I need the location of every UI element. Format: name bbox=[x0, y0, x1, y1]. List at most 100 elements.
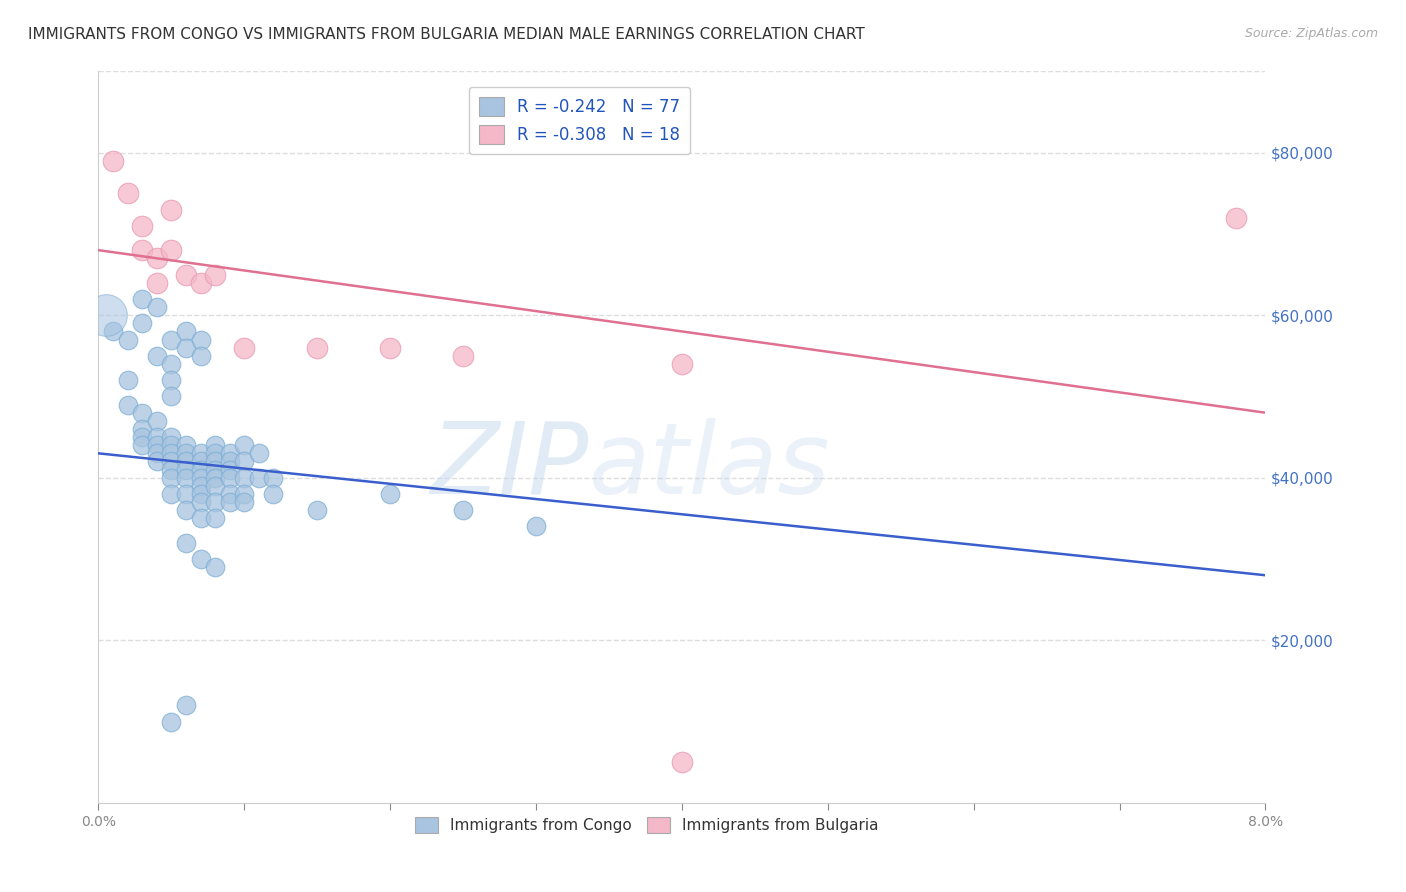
Point bbox=[190, 333, 212, 347]
Point bbox=[204, 454, 226, 468]
Point bbox=[131, 406, 153, 420]
Point bbox=[117, 333, 139, 347]
Point bbox=[262, 471, 284, 485]
Point bbox=[204, 446, 226, 460]
Text: Source: ZipAtlas.com: Source: ZipAtlas.com bbox=[1244, 27, 1378, 40]
Point bbox=[94, 308, 117, 322]
Point bbox=[233, 471, 256, 485]
Point bbox=[190, 511, 212, 525]
Point bbox=[204, 471, 226, 485]
Point bbox=[101, 325, 124, 339]
Point bbox=[174, 487, 197, 501]
Point bbox=[146, 276, 169, 290]
Point bbox=[174, 535, 197, 549]
Point bbox=[160, 357, 183, 371]
Point bbox=[218, 495, 240, 509]
Point bbox=[146, 414, 169, 428]
Point bbox=[204, 479, 226, 493]
Point bbox=[174, 446, 197, 460]
Point bbox=[204, 438, 226, 452]
Point bbox=[671, 357, 693, 371]
Point bbox=[160, 333, 183, 347]
Point bbox=[131, 438, 153, 452]
Point bbox=[146, 430, 169, 444]
Point bbox=[174, 438, 197, 452]
Point bbox=[160, 373, 183, 387]
Point bbox=[160, 462, 183, 476]
Point bbox=[218, 454, 240, 468]
Point bbox=[146, 446, 169, 460]
Point bbox=[307, 503, 329, 517]
Point bbox=[190, 454, 212, 468]
Point bbox=[204, 462, 226, 476]
Point bbox=[190, 446, 212, 460]
Point bbox=[174, 471, 197, 485]
Point bbox=[131, 219, 153, 233]
Point bbox=[160, 454, 183, 468]
Point bbox=[190, 349, 212, 363]
Point bbox=[174, 341, 197, 355]
Point bbox=[1225, 211, 1247, 225]
Point bbox=[160, 438, 183, 452]
Point bbox=[190, 276, 212, 290]
Point bbox=[146, 300, 169, 314]
Point bbox=[451, 503, 474, 517]
Point bbox=[174, 698, 197, 713]
Point bbox=[204, 268, 226, 282]
Point bbox=[233, 341, 256, 355]
Point bbox=[160, 202, 183, 217]
Point bbox=[174, 268, 197, 282]
Point bbox=[247, 446, 270, 460]
Point bbox=[204, 495, 226, 509]
Point bbox=[218, 462, 240, 476]
Point bbox=[131, 243, 153, 257]
Point bbox=[117, 186, 139, 201]
Legend: Immigrants from Congo, Immigrants from Bulgaria: Immigrants from Congo, Immigrants from B… bbox=[409, 811, 884, 839]
Point bbox=[131, 422, 153, 436]
Point bbox=[451, 349, 474, 363]
Point bbox=[218, 471, 240, 485]
Point bbox=[233, 495, 256, 509]
Point bbox=[190, 471, 212, 485]
Point bbox=[190, 462, 212, 476]
Point bbox=[146, 252, 169, 266]
Text: atlas: atlas bbox=[589, 417, 830, 515]
Point bbox=[160, 487, 183, 501]
Point bbox=[233, 438, 256, 452]
Point bbox=[233, 454, 256, 468]
Point bbox=[160, 430, 183, 444]
Point bbox=[204, 560, 226, 574]
Point bbox=[146, 349, 169, 363]
Point bbox=[131, 430, 153, 444]
Point bbox=[160, 243, 183, 257]
Point bbox=[190, 495, 212, 509]
Point bbox=[218, 487, 240, 501]
Point bbox=[101, 153, 124, 168]
Point bbox=[146, 454, 169, 468]
Point bbox=[247, 471, 270, 485]
Point bbox=[671, 755, 693, 769]
Point bbox=[204, 511, 226, 525]
Point bbox=[131, 292, 153, 306]
Point bbox=[160, 446, 183, 460]
Point bbox=[160, 389, 183, 403]
Point bbox=[146, 438, 169, 452]
Point bbox=[380, 341, 402, 355]
Point bbox=[524, 519, 547, 533]
Point bbox=[218, 446, 240, 460]
Point bbox=[190, 552, 212, 566]
Text: ZIP: ZIP bbox=[430, 417, 589, 515]
Point bbox=[117, 373, 139, 387]
Point bbox=[174, 454, 197, 468]
Point bbox=[160, 471, 183, 485]
Point bbox=[174, 325, 197, 339]
Point bbox=[262, 487, 284, 501]
Point bbox=[380, 487, 402, 501]
Point bbox=[174, 462, 197, 476]
Point bbox=[174, 503, 197, 517]
Point bbox=[307, 341, 329, 355]
Point bbox=[190, 479, 212, 493]
Point bbox=[190, 487, 212, 501]
Point bbox=[160, 714, 183, 729]
Point bbox=[131, 316, 153, 330]
